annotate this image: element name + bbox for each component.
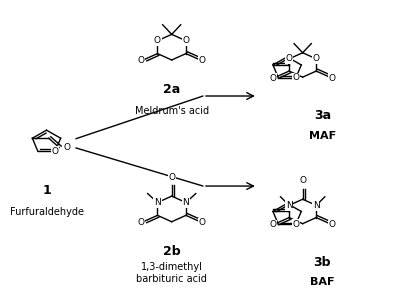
Text: 1,3-dimethyl
barbituric acid: 1,3-dimethyl barbituric acid	[136, 262, 207, 284]
Text: 2a: 2a	[163, 83, 180, 96]
Text: 1: 1	[42, 184, 51, 197]
Text: 2b: 2b	[163, 245, 180, 258]
Text: O: O	[299, 176, 306, 185]
Text: O: O	[138, 56, 145, 65]
Text: Meldrum's acid: Meldrum's acid	[135, 106, 209, 116]
Text: Furfuraldehyde: Furfuraldehyde	[10, 207, 84, 217]
Text: O: O	[52, 147, 59, 156]
Text: O: O	[286, 54, 293, 63]
Text: MAF: MAF	[309, 131, 336, 141]
Text: 3a: 3a	[314, 109, 331, 122]
Text: O: O	[329, 220, 336, 229]
Text: O: O	[270, 74, 277, 83]
Text: O: O	[168, 172, 175, 181]
Text: O: O	[198, 218, 206, 227]
Text: O: O	[313, 54, 320, 63]
Text: O: O	[292, 73, 299, 83]
Text: O: O	[270, 220, 277, 229]
Text: O: O	[182, 36, 190, 45]
Text: O: O	[138, 218, 145, 227]
Text: O: O	[292, 220, 299, 229]
Text: N: N	[313, 201, 320, 210]
Text: BAF: BAF	[310, 277, 334, 287]
Text: N: N	[154, 198, 161, 207]
Text: N: N	[286, 201, 292, 210]
Text: O: O	[329, 74, 336, 83]
Text: O: O	[198, 56, 206, 65]
Text: 3b: 3b	[314, 256, 331, 269]
Text: O: O	[64, 143, 71, 152]
Text: N: N	[182, 198, 189, 207]
Text: O: O	[154, 36, 161, 45]
